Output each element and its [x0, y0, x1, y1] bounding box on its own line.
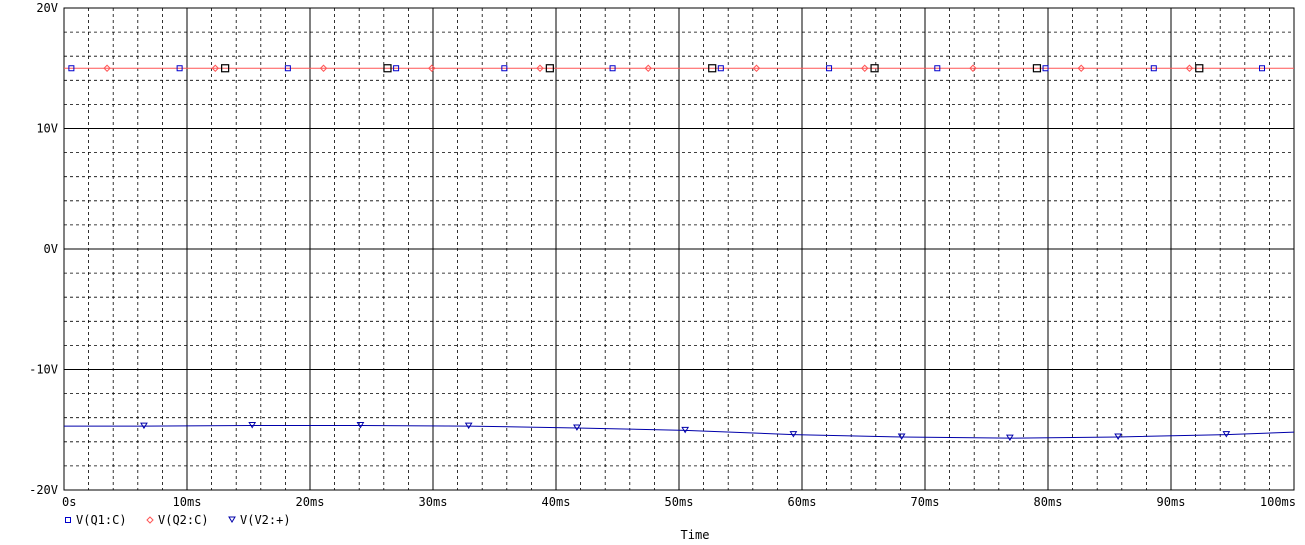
y-tick-label: 10V [36, 122, 58, 136]
point-q2 [1077, 64, 1085, 72]
point-q1 [717, 65, 724, 72]
x-tick-label: 50ms [665, 495, 694, 509]
x-tick-label: 0s [62, 495, 76, 509]
legend-marker [228, 516, 236, 523]
x-tick-label: 60ms [788, 495, 817, 509]
x-tick-label: 70ms [911, 495, 940, 509]
point-q1 [826, 65, 833, 72]
legend-marker [65, 517, 71, 523]
point-q1 [501, 65, 508, 72]
x-tick-label: 10ms [173, 495, 202, 509]
legend-marker [146, 516, 154, 524]
point-q1 [68, 65, 75, 72]
point-q1 [284, 65, 291, 72]
legend-label: V(Q2:C) [158, 513, 209, 527]
point-v2 [464, 422, 473, 430]
point-q2 [536, 64, 544, 72]
cursor-marker [383, 64, 392, 73]
y-tick-label: -10V [29, 363, 58, 377]
y-tick-label: -20V [29, 483, 58, 497]
plot-frame [63, 7, 1295, 491]
y-tick-label: 20V [36, 1, 58, 15]
cursor-marker [545, 64, 554, 73]
point-q2 [211, 64, 219, 72]
y-axis-ticks: 20V 10V 0V -10V -20V [29, 1, 58, 497]
point-q2 [319, 64, 328, 72]
point-q1 [609, 65, 616, 72]
point-q1 [176, 65, 183, 72]
x-axis-ticks: 0s 10ms 20ms 30ms 40ms 50ms 60ms 70ms 80ms 90ms 10… [62, 495, 1296, 509]
legend-label: V(V2:+) [240, 513, 291, 527]
series-layer [64, 64, 1295, 442]
point-v2 [789, 431, 798, 438]
point-q2 [644, 64, 652, 72]
x-tick-label: 30ms [419, 495, 448, 509]
point-q2 [428, 64, 436, 72]
point-v2 [1222, 431, 1231, 438]
legend-label: V(Q1:C) [76, 513, 127, 527]
cursor-marker [1195, 64, 1204, 73]
point-q1 [1259, 65, 1266, 72]
point-v2 [897, 433, 906, 440]
point-v2 [1005, 434, 1014, 442]
legend: V(Q1:C) V(Q2:C) V(V2:+) [65, 513, 291, 527]
series-line-v2 [64, 425, 1295, 439]
y-tick-label: 0V [44, 242, 58, 256]
x-axis-label: Time [681, 528, 710, 542]
cursor-marker [1032, 64, 1042, 73]
point-q2 [1185, 64, 1194, 72]
point-v2 [1114, 433, 1122, 440]
point-q2 [969, 64, 977, 72]
point-v2 [356, 422, 365, 429]
point-q1 [393, 65, 400, 72]
point-v2 [140, 422, 148, 430]
point-q1 [1150, 65, 1157, 72]
point-q2 [103, 64, 111, 72]
point-q2 [861, 64, 869, 72]
point-q1 [1042, 65, 1049, 72]
cursor-marker [870, 64, 879, 73]
cursor-marker [221, 64, 230, 73]
point-q1 [934, 65, 941, 72]
x-tick-label: 90ms [1157, 495, 1186, 509]
x-tick-label: 40ms [542, 495, 571, 509]
point-v2 [573, 424, 581, 431]
x-tick-label: 80ms [1034, 495, 1063, 509]
point-q2 [752, 64, 761, 72]
point-v2 [248, 422, 257, 429]
point-v2 [681, 426, 690, 434]
x-tick-label: 20ms [296, 495, 325, 509]
x-tick-label: 100ms [1260, 495, 1296, 509]
cursor-marker [708, 64, 717, 73]
